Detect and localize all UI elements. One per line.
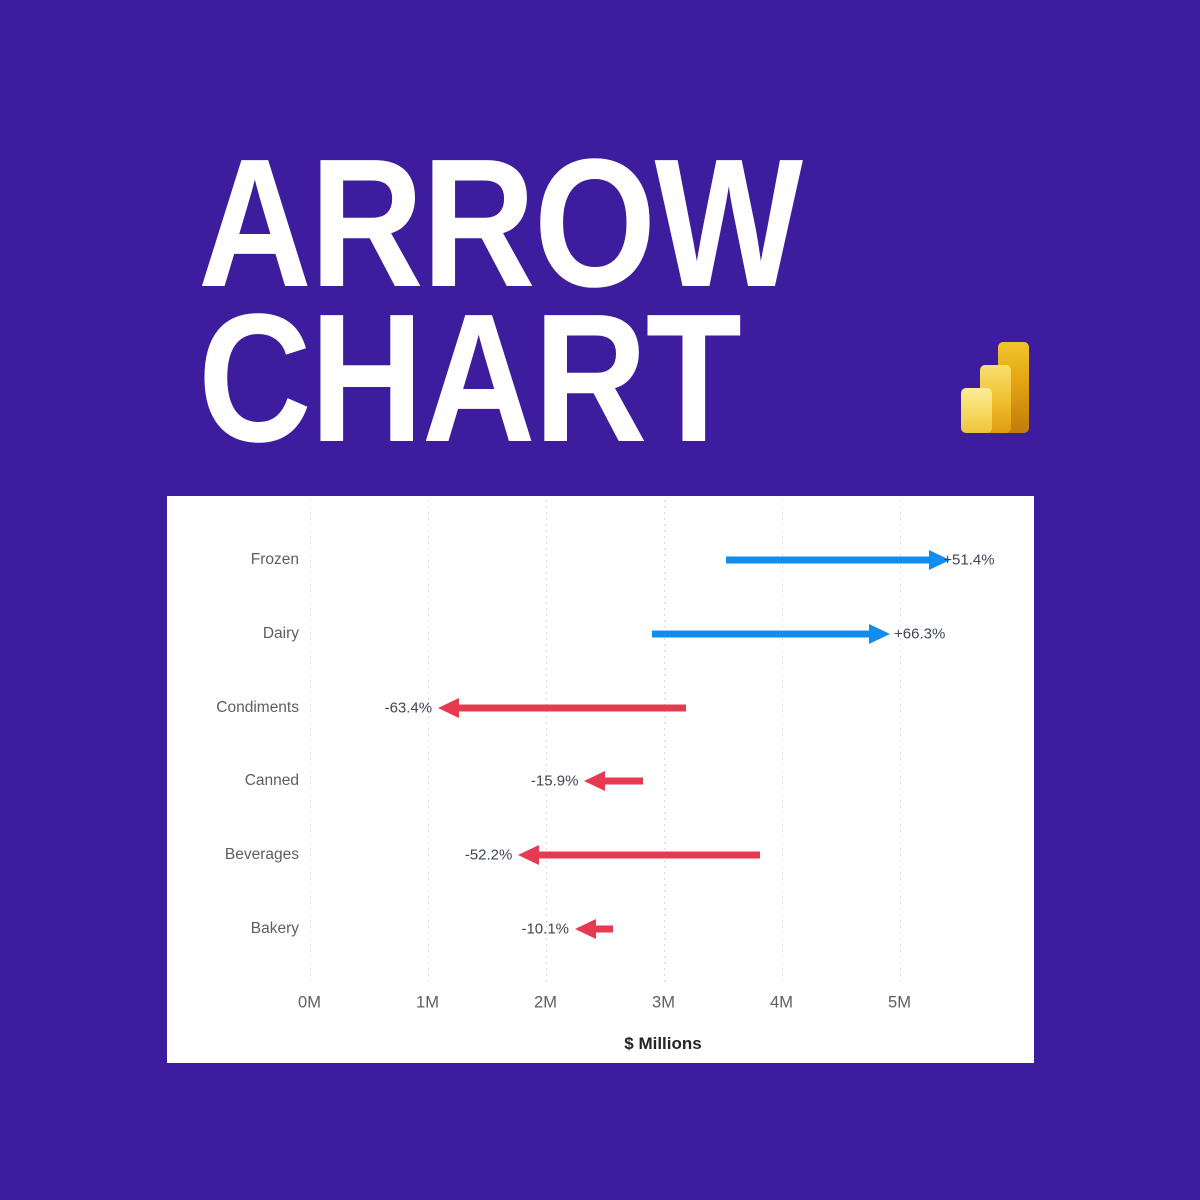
gridline: [545, 500, 547, 982]
gridline: [427, 500, 429, 982]
gridline: [663, 500, 665, 982]
category-label: Bakery: [250, 920, 299, 937]
chart-panel: 0M 1M 2M 3M 4M 5M Frozen +51.4% Dairy +66.3% Condi…: [167, 496, 1034, 1063]
arrow-shaft: [536, 851, 761, 859]
x-tick-label: 5M: [888, 993, 911, 1012]
category-label: Condiments: [216, 698, 299, 716]
x-tick-label: 0M: [298, 993, 321, 1012]
x-tick-label: 2M: [534, 993, 557, 1012]
arrow-head-icon: [438, 697, 460, 718]
gridline: [309, 500, 311, 982]
x-axis-title: $ Millions: [624, 1034, 702, 1053]
gridline: [899, 500, 901, 982]
arrow-shaft: [602, 777, 644, 785]
title-line-2: CHART: [198, 275, 742, 480]
arrow-shaft: [456, 704, 686, 712]
arrow-head-icon: [869, 623, 891, 644]
x-tick-label: 3M: [652, 993, 675, 1012]
arrow-head-icon: [518, 845, 540, 866]
arrow-head-icon: [575, 919, 596, 939]
arrow-shaft: [593, 925, 613, 933]
category-label: Canned: [244, 772, 299, 790]
page-title: ARROW CHART: [198, 120, 803, 480]
logo-bar-short-icon: [961, 388, 992, 433]
arrow-head-icon: [584, 771, 606, 792]
gridline: [781, 500, 783, 982]
change-percent-label: -15.9%: [530, 772, 579, 790]
category-label: Dairy: [262, 624, 299, 642]
change-percent-label: +51.4%: [943, 551, 995, 569]
arrow-head-icon: [929, 550, 951, 570]
change-percent-label: -52.2%: [464, 846, 513, 864]
change-percent-label: -10.1%: [521, 920, 569, 938]
category-label: Beverages: [224, 846, 299, 864]
arrow-shaft: [726, 556, 933, 564]
x-tick-label: 4M: [770, 993, 793, 1012]
arrow-shaft: [651, 630, 873, 638]
change-percent-label: +66.3%: [894, 625, 946, 643]
category-label: Frozen: [250, 551, 299, 568]
change-percent-label: -63.4%: [384, 699, 433, 717]
x-tick-label: 1M: [416, 993, 439, 1012]
title-line-1: ARROW: [198, 120, 803, 325]
